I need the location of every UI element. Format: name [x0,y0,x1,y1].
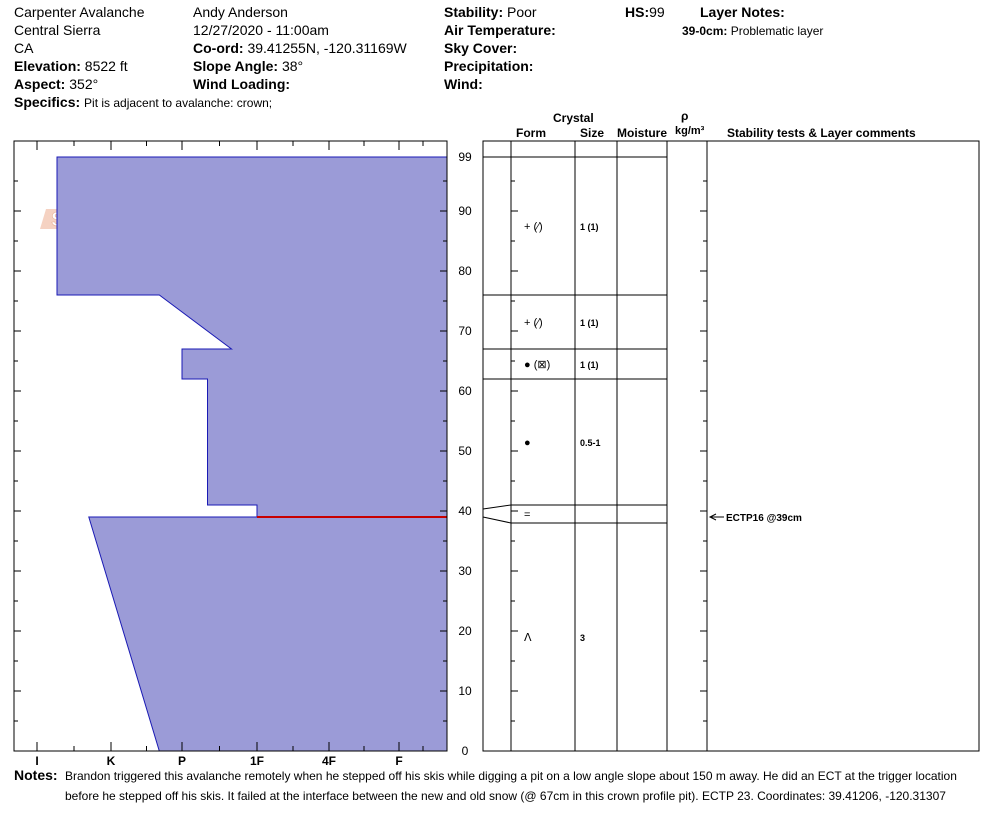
depth-tick-label: 90 [458,204,472,218]
depth-tick-label: 30 [458,564,472,578]
layer-note: 39-0cm: Problematic layer [682,23,823,40]
layer-connector [482,504,512,510]
depth-tick-label: 20 [458,624,472,638]
air-temperature: Air Temperature: [444,22,556,39]
grain-form: + (⁄) [524,317,543,329]
layer-connector [482,516,512,524]
col-size: Size [580,126,605,140]
col-moisture: Moisture [617,126,668,140]
hs-value: 99 [649,4,665,20]
coordinates: Co-ord: 39.41255N, -120.31169W [193,40,407,57]
grain-form: ⴷ [524,632,532,644]
hardness-tick-label: 4F [322,754,336,768]
aspect: Aspect: 352° [14,76,98,93]
layer-table: + (⁄) 1 (1) + (⁄) 1 (1) ● (⊠) 1 (1) ● 0.5-1 = ⴷ 3 E… [482,156,802,644]
layer-notes-label: Layer Notes: [700,4,785,20]
air-temp-label: Air Temperature: [444,22,556,38]
notes-line-1: Brandon triggered this avalanche remotel… [65,769,957,783]
precip-label: Precipitation: [444,58,534,74]
aspect-label: Aspect: [14,76,66,92]
chart-frames [13,140,980,752]
specifics: Specifics: Pit is adjacent to avalanche:… [14,94,272,112]
col-stability-tests: Stability tests & Layer comments [727,126,916,140]
layer-note-text: Problematic layer [730,24,824,38]
stability-test-label: ECTP16 @39cm [726,513,802,524]
col-rho: ρ [681,109,689,123]
grain-form: ● (⊠) [524,359,550,371]
state: CA [14,40,34,56]
coord-value: 39.41255N, -120.31169W [247,40,407,56]
wind-loading: Wind Loading: [193,76,290,93]
hardness-tick-label: I [35,754,38,768]
depth-tick-label: 70 [458,324,472,338]
grain-form: ● [524,437,531,449]
grain-size: 1 (1) [580,222,599,232]
hardness-tick-label: 1F [250,754,264,768]
slope-angle: Slope Angle: 38° [193,58,303,75]
col-crystal: Crystal [553,111,594,125]
col-form: Form [516,126,546,140]
stability-label: Stability: [444,4,504,20]
grain-form: = [524,509,530,521]
hardness-profile [56,156,448,752]
elevation-label: Elevation: [14,58,81,74]
elevation: Elevation: 8522 ft [14,58,128,75]
location-name: Carpenter Avalanche [14,4,145,20]
chart-axes: 0 10 20 30 40 50 60 70 80 90 99 I K P 1F 4F F [14,141,707,768]
specifics-value: Pit is adjacent to avalanche: crown; [84,96,273,110]
observation-datetime: 12/27/2020 - 11:00am [193,22,329,38]
grain-size: 1 (1) [580,360,599,370]
depth-tick-label: 40 [458,504,472,518]
elevation-value: 8522 ft [84,58,128,74]
snow-height: HS:99 [625,4,665,21]
observer-name: Andy Anderson [193,4,288,20]
layer-frame [482,140,980,752]
wind: Wind: [444,76,483,93]
depth-tick-label: 80 [458,264,472,278]
notes-label: Notes: [14,767,58,783]
hs-label: HS: [625,4,650,20]
coord-label: Co-ord: [193,40,244,56]
wind-label: Wind: [444,76,483,92]
mountain-range: Central Sierra [14,22,101,38]
grain-form: + (⁄) [524,221,543,233]
layer-note-depth: 39-0cm: [682,24,728,38]
depth-tick-label: 0 [462,744,469,758]
slope-label: Slope Angle: [193,58,279,74]
grain-size: 3 [580,633,585,643]
sky-cover-label: Sky Cover: [444,40,518,56]
notes-line-2: before he stepped off his skis. It faile… [65,789,946,803]
depth-tick-label: 99 [458,150,472,164]
hardness-tick-label: F [395,754,402,768]
specifics-label: Specifics: [14,94,81,110]
hardness-tick-label: K [107,754,116,768]
aspect-value: 352° [69,76,99,92]
depth-tick-label: 10 [458,684,472,698]
col-density-unit: kg/m³ [675,125,705,137]
hardness-frame [13,140,448,752]
hardness-area [56,156,448,752]
grain-size: 0.5-1 [580,438,601,448]
wind-loading-label: Wind Loading: [193,76,291,92]
stability: Stability: Poor [444,4,537,21]
stability-value: Poor [507,4,537,20]
stability-test-arrowhead [708,513,717,521]
hardness-tick-label: P [178,754,186,768]
slope-value: 38° [281,58,304,74]
grain-size: 1 (1) [580,318,599,328]
depth-tick-label: 60 [458,384,472,398]
sky-cover: Sky Cover: [444,40,517,57]
precipitation: Precipitation: [444,58,533,75]
depth-tick-label: 50 [458,444,472,458]
